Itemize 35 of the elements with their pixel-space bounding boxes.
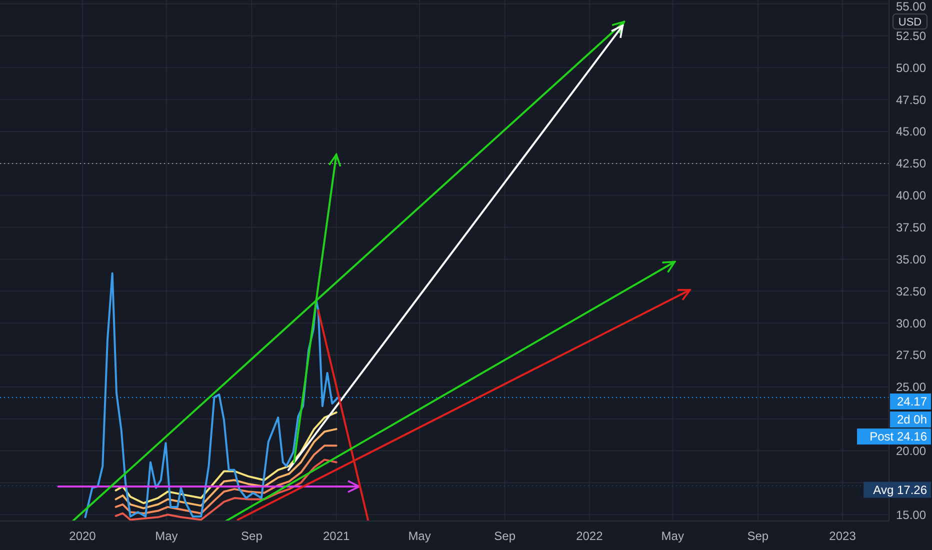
- x-tick-label: 2023: [829, 529, 856, 543]
- y-tick-label: 27.50: [896, 348, 926, 362]
- y-tick-label: 35.00: [896, 252, 926, 266]
- y-tick-label: 32.50: [896, 284, 926, 298]
- x-tick-label: Sep: [747, 529, 769, 543]
- x-tick-label: 2020: [69, 529, 96, 543]
- x-tick-label: 2022: [576, 529, 604, 543]
- line-series: [84, 272, 340, 518]
- x-tick-label: May: [155, 529, 178, 543]
- annotation: Post 24.16: [870, 430, 928, 444]
- y-axis-title: USD: [898, 16, 922, 28]
- x-tick-label: May: [408, 529, 431, 543]
- line-series: [114, 411, 338, 504]
- x-tick-label: 2021: [322, 529, 350, 543]
- y-tick-label: 47.50: [896, 92, 926, 107]
- y-tick-label: 40.00: [896, 188, 926, 203]
- y-tick-label: 25.00: [896, 380, 926, 394]
- line-series: [114, 428, 338, 510]
- y-tick-label: 20.00: [896, 444, 926, 458]
- y-tick-label: 55.00: [896, 0, 926, 14]
- y-tick-label: 15.00: [896, 508, 926, 522]
- ref-line-label: 24.17: [896, 394, 928, 409]
- ref-line-label: Avg 17.26: [873, 482, 928, 497]
- y-tick-label: 42.50: [896, 156, 926, 171]
- x-tick-label: May: [661, 529, 684, 543]
- text: 2d 0h: [896, 412, 927, 427]
- line-series: [114, 458, 338, 521]
- y-tick-label: 37.50: [896, 220, 926, 234]
- y-tick-label: 45.00: [896, 124, 926, 139]
- y-tick-label: 30.00: [896, 316, 926, 330]
- y-tick-label: 50.00: [896, 60, 926, 75]
- x-tick-label: Sep: [494, 529, 516, 543]
- y-tick-label: 52.50: [896, 28, 926, 43]
- line-series: [114, 444, 338, 514]
- x-tick-label: Sep: [241, 529, 263, 543]
